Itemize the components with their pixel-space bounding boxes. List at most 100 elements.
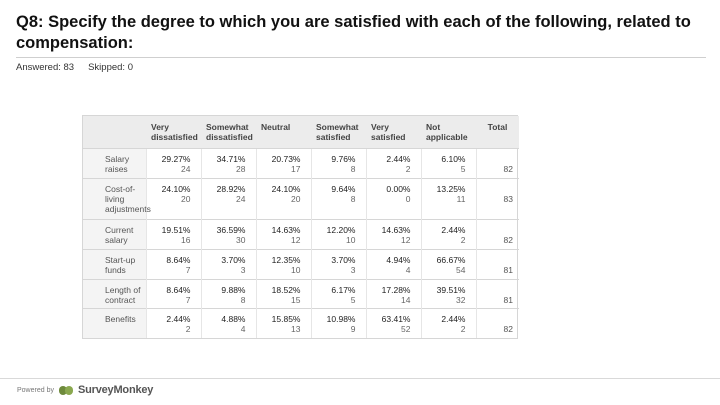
row-total: 81	[475, 248, 519, 280]
percent-value: 17.28%	[381, 284, 411, 295]
value-cell: 17.28% 14	[365, 278, 421, 309]
value-cell: 14.63% 12	[255, 218, 311, 250]
table-row: Salary raises 29.27% 24 34.71% 28 20.73% 17 9.7…	[83, 148, 519, 179]
count-value: 10	[291, 264, 301, 275]
count-value: 2	[405, 164, 411, 174]
percent-value: 4.94%	[386, 254, 411, 265]
column-header: Very satisfied	[366, 116, 421, 149]
value-cell: 63.41% 52	[365, 308, 421, 338]
percent-value: 24.10%	[161, 183, 191, 194]
count-value: 4	[240, 324, 246, 335]
value-cell: 28.92% 24	[200, 177, 256, 220]
percent-value: 14.63%	[381, 224, 411, 235]
count-value: 7	[185, 264, 191, 275]
count-value: 3	[350, 264, 356, 275]
percent-value: 39.51%	[436, 284, 466, 295]
value-cell: 29.27% 24	[145, 148, 201, 179]
value-cell: 36.59% 30	[200, 218, 256, 250]
row-label: Start-up funds	[83, 248, 146, 280]
count-value: 8	[350, 193, 356, 204]
percent-value: 2.44%	[441, 224, 466, 235]
value-cell: 2.44% 2	[145, 308, 201, 338]
count-value: 16	[181, 234, 191, 245]
value-cell: 9.76% 8	[310, 148, 366, 179]
count-value: 2	[185, 324, 191, 335]
header-empty-cell	[83, 116, 146, 149]
value-cell: 2.44% 2	[365, 148, 421, 179]
value-cell: 6.10% 5	[420, 148, 476, 179]
value-cell: 4.88% 4	[200, 308, 256, 338]
percent-value: 0.00%	[386, 183, 411, 194]
count-value: 20	[181, 193, 191, 204]
percent-value: 8.64%	[166, 254, 191, 265]
value-cell: 2.44% 2	[420, 218, 476, 250]
brand-name: SurveyMonkey	[77, 384, 154, 396]
value-cell: 39.51% 32	[420, 278, 476, 309]
value-cell: 18.52% 15	[255, 278, 311, 309]
row-total: 82	[475, 308, 519, 338]
column-header: Very dissatisfied	[146, 116, 201, 149]
row-label: Salary raises	[83, 148, 146, 179]
count-value: 13	[291, 324, 301, 335]
results-table-container: Very dissatisfied Somewhat dissatisfied Ne…	[82, 115, 519, 339]
percent-value: 18.52%	[271, 284, 301, 295]
value-cell: 15.85% 13	[255, 308, 311, 338]
value-cell: 13.25% 11	[420, 177, 476, 220]
count-value: 28	[236, 164, 246, 174]
row-label: Current salary	[83, 218, 146, 250]
row-label: Length of contract	[83, 278, 146, 309]
percent-value: 6.10%	[441, 154, 466, 164]
percent-value: 8.64%	[166, 284, 191, 295]
count-value: 24	[236, 193, 246, 204]
column-header: Neutral	[256, 116, 311, 149]
percent-value: 24.10%	[271, 183, 301, 194]
count-value: 12	[291, 234, 301, 245]
column-header: Total	[476, 116, 519, 149]
percent-value: 9.76%	[331, 154, 356, 164]
value-cell: 8.64% 7	[145, 248, 201, 280]
value-cell: 0.00% 0	[365, 177, 421, 220]
value-cell: 3.70% 3	[200, 248, 256, 280]
value-cell: 24.10% 20	[255, 177, 311, 220]
percent-value: 3.70%	[331, 254, 356, 265]
answered-count: Answered: 83	[16, 62, 75, 73]
percent-value: 2.44%	[166, 314, 191, 325]
percent-value: 28.92%	[216, 183, 246, 194]
value-cell: 66.67% 54	[420, 248, 476, 280]
row-total: 82	[475, 148, 519, 179]
value-cell: 2.44% 2	[420, 308, 476, 338]
count-value: 4	[405, 264, 411, 275]
percent-value: 29.27%	[161, 154, 191, 164]
row-label: Benefits	[83, 308, 146, 338]
count-value: 14	[401, 294, 411, 305]
value-cell: 6.17% 5	[310, 278, 366, 309]
percent-value: 2.44%	[386, 154, 411, 164]
value-cell: 9.88% 8	[200, 278, 256, 309]
percent-value: 63.41%	[381, 314, 411, 325]
percent-value: 13.25%	[436, 183, 466, 194]
percent-value: 14.63%	[271, 224, 301, 235]
count-value: 15	[291, 294, 301, 305]
table-row: Benefits 2.44% 2 4.88% 4 15.85% 13 10.98% 9 63.41…	[83, 308, 519, 338]
count-value: 0	[405, 193, 411, 204]
count-value: 8	[350, 164, 356, 174]
count-value: 5	[350, 294, 356, 305]
value-cell: 24.10% 20	[145, 177, 201, 220]
count-value: 20	[291, 193, 301, 204]
percent-value: 2.44%	[441, 314, 466, 325]
value-cell: 12.20% 10	[310, 218, 366, 250]
row-total: 81	[475, 278, 519, 309]
value-cell: 10.98% 9	[310, 308, 366, 338]
column-header: Somewhat dissatisfied	[201, 116, 256, 149]
column-header: Somewhat satisfied	[311, 116, 366, 149]
percent-value: 66.67%	[436, 254, 466, 265]
table-row: Current salary 19.51% 16 36.59% 30 14.63% 12 12…	[83, 218, 519, 250]
powered-by-text: Powered by	[17, 386, 54, 394]
table-row: Length of contract 8.64% 7 9.88% 8 18.52% 15 6.…	[83, 278, 519, 309]
count-value: 5	[460, 164, 466, 174]
count-value: 10	[346, 234, 356, 245]
value-cell: 34.71% 28	[200, 148, 256, 179]
count-value: 12	[401, 234, 411, 245]
surveymonkey-logo-icon	[58, 385, 73, 395]
row-total: 83	[475, 177, 519, 220]
